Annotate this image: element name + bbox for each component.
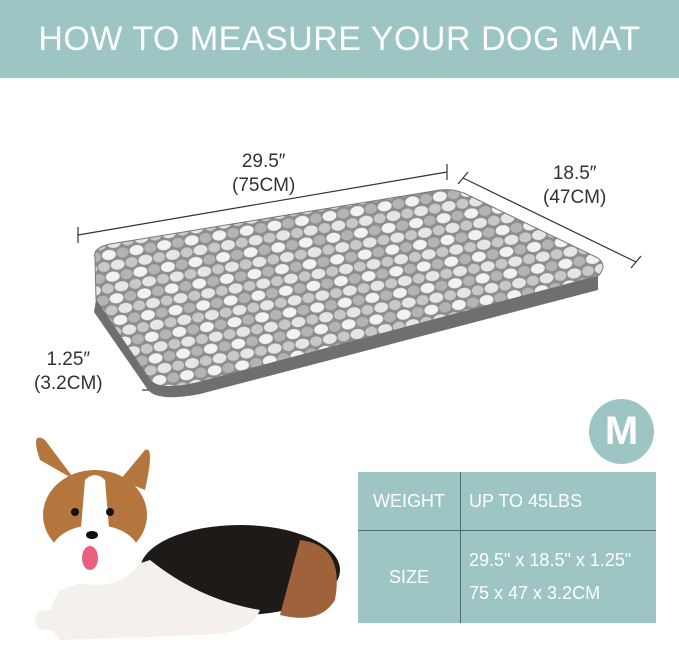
dog-mat [94, 189, 604, 387]
size-value-inches: 29.5" x 18.5" x 1.25" [469, 550, 632, 570]
thickness-inches: 1.25″ [46, 349, 91, 370]
table-row-size: SIZE 29.5" x 18.5" x 1.25" 75 x 47 x 3.2… [358, 530, 657, 624]
width-measure-line [457, 171, 642, 269]
table-row-weight: WEIGHT UP TO 45LBS [358, 472, 656, 531]
size-value-cell: 29.5" x 18.5" x 1.25" 75 x 47 x 3.2CM [461, 531, 657, 624]
length-measure-line [77, 164, 448, 243]
length-label: 29.5″ (75CM) [232, 150, 295, 198]
width-cm: (47CM) [543, 187, 607, 208]
thickness-label: 1.25″ (3.2CM) [34, 348, 103, 396]
length-cm: (75CM) [232, 175, 296, 196]
size-badge: M [589, 399, 654, 464]
size-value-cm: 75 x 47 x 3.2CM [469, 583, 601, 603]
spec-table: WEIGHT UP TO 45LBS SIZE 29.5" x 18.5" x … [358, 472, 656, 623]
page-title: HOW TO MEASURE YOUR DOG MAT [38, 19, 641, 58]
weight-label: WEIGHT [358, 472, 461, 531]
weight-value: UP TO 45LBS [460, 472, 656, 531]
header-banner: HOW TO MEASURE YOUR DOG MAT [0, 0, 679, 78]
length-inches: 29.5″ [241, 151, 286, 172]
width-label: 18.5″ (47CM) [543, 162, 606, 210]
thickness-cm: (3.2CM) [34, 373, 103, 394]
size-label: SIZE [358, 530, 461, 623]
width-inches: 18.5″ [552, 163, 597, 184]
corgi-dog-image [35, 437, 340, 640]
